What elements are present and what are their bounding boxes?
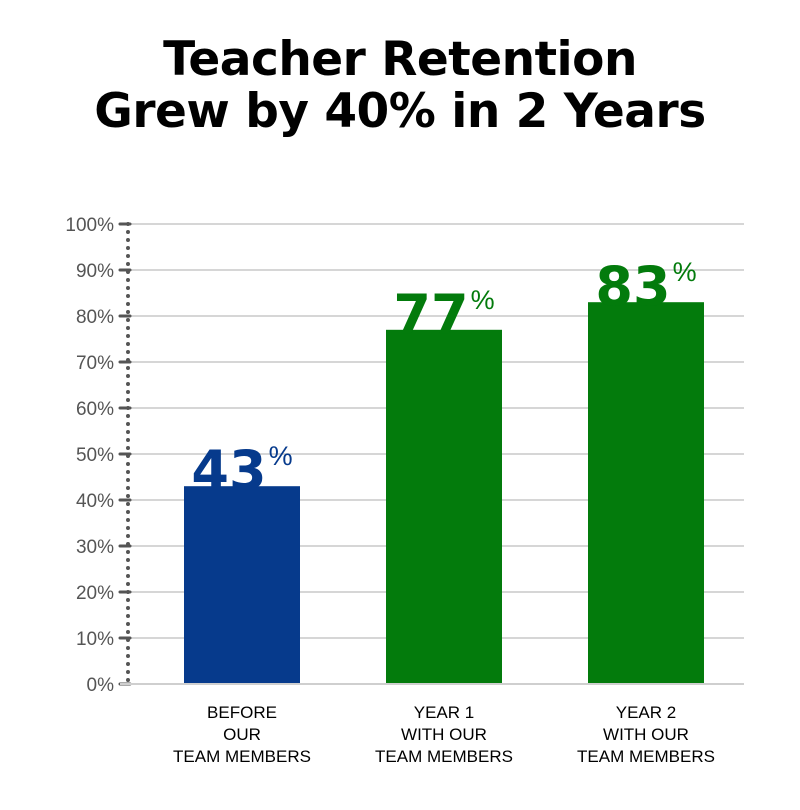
bar-value-suffix: % (673, 257, 697, 287)
bar (588, 302, 704, 684)
x-category-label: OUR (223, 725, 261, 744)
bar-value-number: 43 (191, 439, 266, 502)
y-tick-label: 0% (87, 675, 115, 696)
y-tick-label: 30% (76, 537, 114, 558)
x-category-label: TEAM MEMBERS (577, 747, 715, 766)
x-category-label: YEAR 2 (616, 703, 676, 722)
y-tick-label: 10% (76, 629, 114, 650)
bar-value-label: 83% (595, 255, 696, 318)
y-tick-label: 70% (76, 353, 114, 374)
title-line-2: Grew by 40% in 2 Years (94, 84, 706, 139)
bar (184, 486, 300, 684)
x-category-label: WITH OUR (603, 725, 689, 744)
y-tick-label: 90% (76, 261, 114, 282)
bar-value-number: 77 (393, 283, 468, 346)
x-category-label: TEAM MEMBERS (375, 747, 513, 766)
y-tick-label: 60% (76, 399, 114, 420)
y-tick-label: 80% (76, 307, 114, 328)
x-category-label: YEAR 1 (414, 703, 474, 722)
x-category-label: TEAM MEMBERS (173, 747, 311, 766)
x-category-label: BEFORE (207, 703, 277, 722)
chart-title: Teacher Retention Grew by 40% in 2 Years (0, 34, 800, 138)
y-tick-label: 50% (76, 445, 114, 466)
bar-value-number: 83 (595, 255, 670, 318)
y-tick-label: 40% (76, 491, 114, 512)
y-tick-label: 100% (65, 215, 114, 236)
bar-value-suffix: % (269, 441, 293, 471)
bar-value-label: 43% (191, 439, 292, 502)
title-line-1: Teacher Retention (163, 32, 637, 87)
bar-value-suffix: % (471, 285, 495, 315)
x-category-label: WITH OUR (401, 725, 487, 744)
bar (386, 329, 502, 684)
y-tick-label: 20% (76, 583, 114, 604)
bar-value-label: 77% (393, 283, 494, 346)
